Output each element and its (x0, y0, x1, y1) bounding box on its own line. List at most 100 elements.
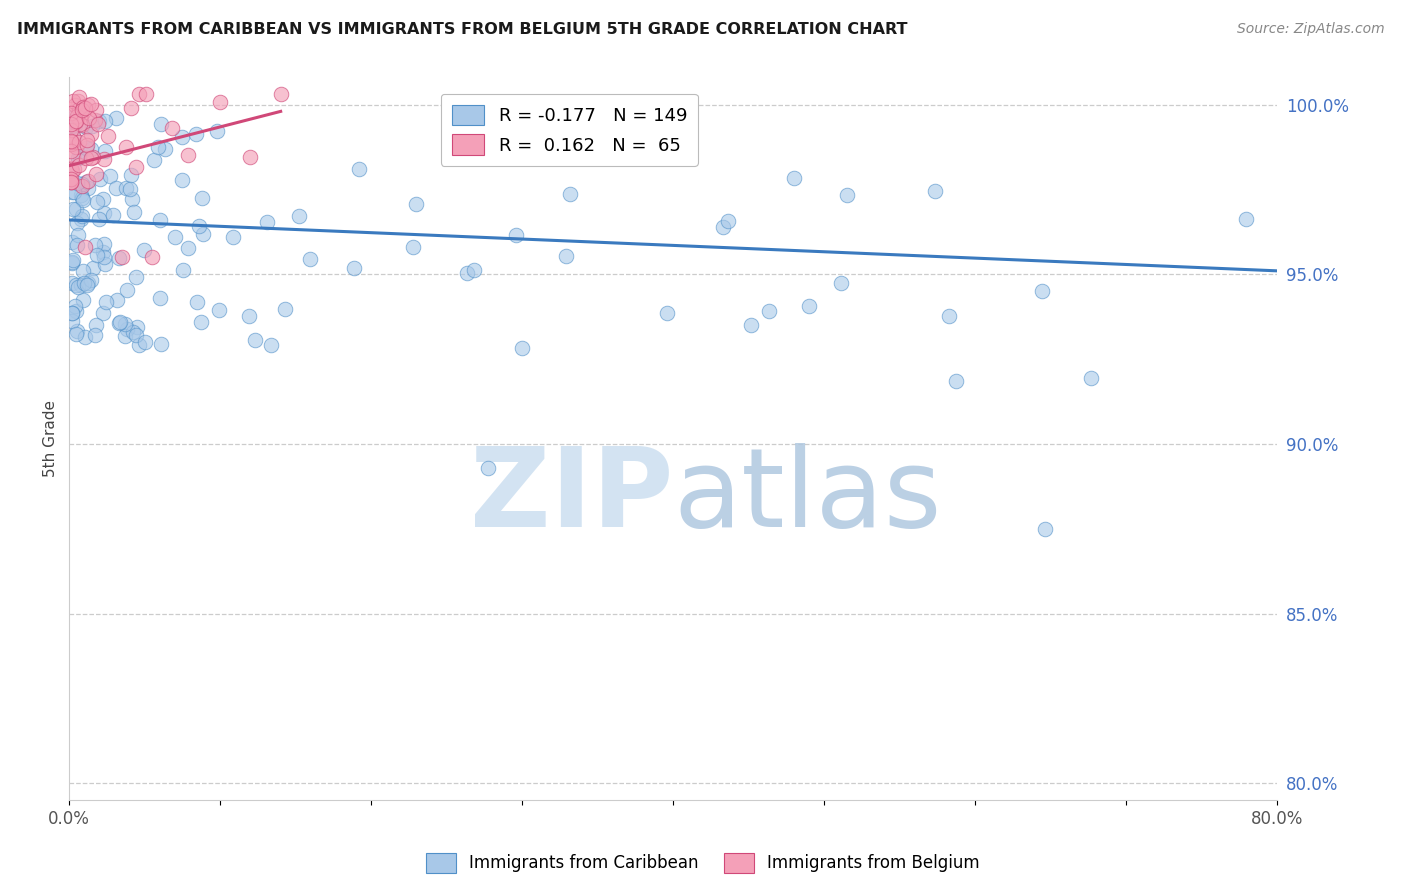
Point (717, 214, 740, 228)
Point (60, 314, 83, 328)
Point (132, 243, 155, 257)
Point (155, 142, 177, 156)
Y-axis label: 5th Grade: 5th Grade (44, 401, 58, 477)
Point (65, 277, 87, 292)
Point (59, 103, 82, 117)
Text: atlas: atlas (673, 443, 942, 550)
Point (108, 251, 131, 265)
Point (87, 212, 110, 227)
Point (70, 178, 93, 193)
Point (69, 211, 91, 226)
Point (125, 320, 148, 334)
Point (60, 123, 83, 137)
Point (160, 120, 183, 135)
Text: Source: ZipAtlas.com: Source: ZipAtlas.com (1237, 22, 1385, 37)
Point (59, 106, 82, 120)
Text: IMMIGRANTS FROM CARIBBEAN VS IMMIGRANTS FROM BELGIUM 5TH GRADE CORRELATION CHART: IMMIGRANTS FROM CARIBBEAN VS IMMIGRANTS … (17, 22, 907, 37)
Point (77, 111, 100, 125)
Point (505, 227, 527, 242)
Point (463, 263, 485, 277)
Point (260, 337, 283, 351)
Point (60, 256, 83, 270)
Point (80, 127, 103, 141)
Point (84, 237, 107, 252)
Point (62, 161, 84, 176)
Point (97, 128, 120, 143)
Point (94, 295, 117, 310)
Point (67, 228, 90, 243)
Point (120, 168, 142, 182)
Point (59, 117, 82, 131)
Point (60, 235, 83, 249)
Point (69, 188, 91, 202)
Point (149, 212, 172, 227)
Point (80, 151, 103, 165)
Point (67, 135, 90, 149)
Point (657, 306, 679, 320)
Point (83, 112, 105, 127)
Point (510, 341, 533, 355)
Point (60, 255, 83, 269)
Point (783, 171, 806, 186)
Point (60, 306, 83, 320)
Point (108, 315, 131, 329)
Point (67, 94, 90, 108)
Point (98, 169, 121, 183)
Point (76, 133, 98, 147)
Point (205, 124, 228, 138)
Point (72, 264, 94, 278)
Point (76, 278, 98, 293)
Legend: R = -0.177   N = 149, R =  0.162   N =  65: R = -0.177 N = 149, R = 0.162 N = 65 (440, 94, 697, 166)
Point (93, 113, 115, 128)
Point (256, 215, 278, 229)
Point (63, 299, 86, 313)
Point (208, 303, 231, 318)
Point (125, 160, 148, 174)
Point (141, 250, 163, 264)
Point (59, 175, 82, 189)
Point (222, 229, 245, 244)
Point (77, 181, 100, 195)
Point (165, 229, 187, 244)
Point (288, 209, 311, 223)
Point (1234, 211, 1257, 226)
Point (238, 310, 260, 324)
Point (72, 193, 94, 207)
Point (405, 197, 427, 211)
Point (67, 90, 90, 104)
Point (86, 194, 108, 209)
Point (59, 175, 82, 189)
Point (186, 294, 208, 309)
Point (104, 181, 127, 195)
Point (190, 191, 212, 205)
Point (150, 117, 173, 131)
Point (93, 237, 115, 252)
Point (86, 318, 108, 332)
Point (177, 148, 200, 162)
Point (107, 316, 129, 330)
Point (63, 110, 86, 124)
Point (114, 317, 136, 331)
Point (66, 176, 89, 190)
Point (67, 102, 90, 116)
Point (93, 206, 115, 220)
Point (82, 150, 104, 164)
Point (66, 324, 89, 338)
Point (456, 266, 478, 280)
Point (82, 119, 104, 133)
Point (69, 117, 91, 131)
Point (75, 329, 97, 343)
Point (84, 327, 107, 342)
Point (75, 152, 97, 166)
Point (70, 119, 93, 133)
Point (111, 250, 134, 264)
Point (62, 149, 84, 163)
Point (76, 138, 98, 153)
Point (125, 327, 148, 342)
Point (558, 187, 581, 202)
Point (149, 291, 172, 305)
Point (186, 127, 208, 141)
Point (209, 95, 232, 110)
Point (191, 227, 214, 241)
Point (125, 270, 148, 285)
